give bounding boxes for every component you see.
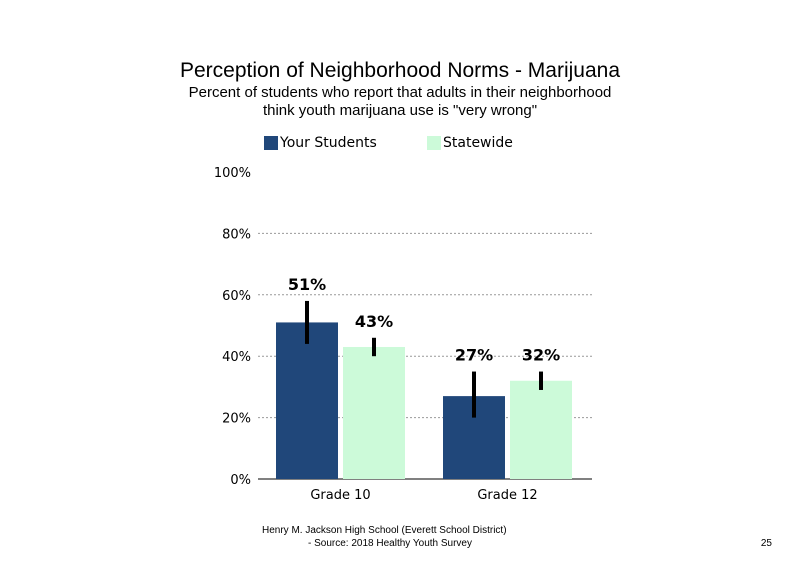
data-label: 51%: [288, 275, 326, 294]
data-label: 43%: [355, 312, 393, 331]
page-number: 25: [760, 538, 772, 549]
y-tick-label: 60%: [222, 289, 251, 304]
chart-title: Perception of Neighborhood Norms - Marij…: [179, 59, 621, 82]
legend-item-your-students: Your Students: [264, 134, 377, 152]
chart-subtitle-line-2: think youth marijuana use is "very wrong…: [262, 102, 538, 119]
legend-item-statewide: Statewide: [427, 134, 513, 152]
data-label: 27%: [455, 346, 493, 365]
y-tick-label: 100%: [214, 166, 251, 181]
chart-subtitle-line-1: Percent of students who report that adul…: [188, 84, 612, 101]
footer-source: - Source: 2018 Healthy Youth Survey: [308, 538, 472, 549]
y-tick-label: 40%: [222, 350, 251, 365]
footer-school: Henry M. Jackson High School (Everett Sc…: [262, 525, 507, 536]
y-tick-label: 80%: [222, 227, 251, 242]
bar: [343, 346, 405, 479]
footer: Henry M. Jackson High School (Everett Sc…: [230, 524, 570, 550]
legend-label-statewide: Statewide: [443, 135, 513, 151]
y-tick-label: 0%: [230, 473, 251, 488]
bar: [276, 322, 338, 479]
data-label: 32%: [522, 346, 560, 365]
y-tick-label: 20%: [222, 412, 251, 427]
x-tick-label: Grade 10: [310, 488, 370, 503]
legend-swatch-statewide: [427, 136, 441, 150]
x-tick-label: Grade 12: [477, 488, 537, 503]
bar: [510, 380, 572, 479]
legend-label-your-students: Your Students: [280, 135, 377, 151]
legend-swatch-your-students: [264, 136, 278, 150]
